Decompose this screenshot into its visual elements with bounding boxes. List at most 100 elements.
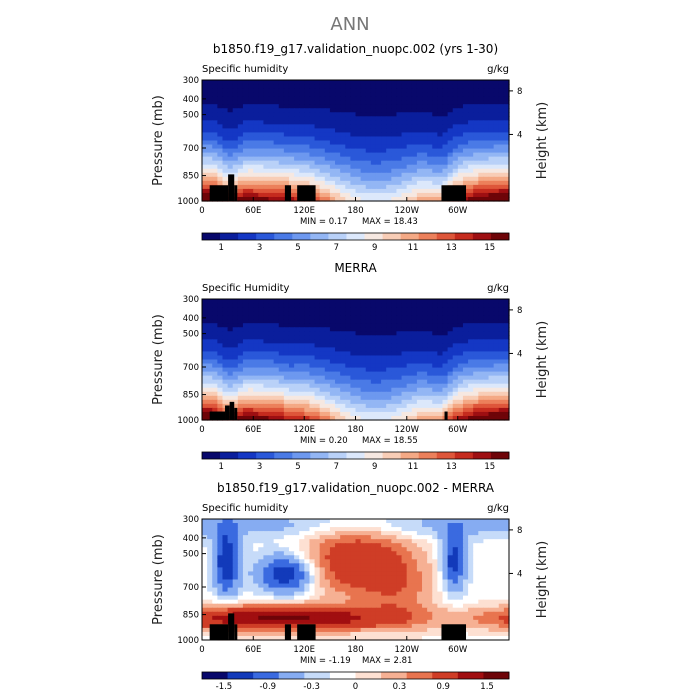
heatmap-cell <box>427 136 433 142</box>
heatmap-cell <box>411 387 418 393</box>
heatmap-cell <box>432 355 438 361</box>
heatmap-cell <box>237 104 244 109</box>
heatmap-cell <box>335 196 341 202</box>
heatmap-cell <box>401 519 408 524</box>
heatmap-cell <box>217 164 224 170</box>
heatmap-cell <box>370 363 377 369</box>
heatmap-cell <box>319 403 326 409</box>
heatmap-cell <box>401 583 408 589</box>
heatmap-cell <box>288 176 295 182</box>
heatmap-cell <box>468 335 474 340</box>
heatmap-cell <box>242 415 249 421</box>
heatmap-cell <box>462 80 469 85</box>
heatmap-cell <box>442 335 449 340</box>
heatmap-cell <box>319 363 326 369</box>
heatmap-cell <box>248 331 254 336</box>
heatmap-cell <box>493 567 500 573</box>
heatmap-cell <box>340 84 346 89</box>
heatmap-cell <box>319 140 326 146</box>
heatmap-cell <box>304 359 311 365</box>
heatmap-cell <box>416 535 423 540</box>
heatmap-cell <box>422 407 428 413</box>
heatmap-cell <box>212 587 218 593</box>
heatmap-cell <box>258 563 264 568</box>
heatmap-cell <box>242 140 249 146</box>
heatmap-cell <box>360 128 367 134</box>
heatmap-cell <box>437 128 444 134</box>
heatmap-cell <box>473 160 479 166</box>
heatmap-cell <box>381 311 387 316</box>
heatmap-cell <box>335 351 341 357</box>
heatmap-cell <box>473 144 479 150</box>
heatmap-cell <box>207 319 213 324</box>
heatmap-cell <box>401 559 408 564</box>
heatmap-cell <box>329 160 336 166</box>
heatmap-cell <box>248 108 254 113</box>
heatmap-cell <box>432 551 438 556</box>
heatmap-cell <box>202 527 208 532</box>
x-tick-label: 180 <box>347 425 363 435</box>
heatmap-cell <box>483 299 490 304</box>
heatmap-cell <box>232 591 239 597</box>
heatmap-cell <box>248 319 254 324</box>
heatmap-cell <box>335 188 341 194</box>
heatmap-cell <box>365 363 372 369</box>
heatmap-cell <box>319 180 326 186</box>
heatmap-cell <box>401 575 408 581</box>
heatmap-cell <box>503 387 510 393</box>
heatmap-cell <box>258 140 264 146</box>
heatmap-cell <box>447 136 454 142</box>
heatmap-cell <box>248 184 254 190</box>
heatmap-cell <box>375 383 382 389</box>
heatmap-cell <box>350 176 357 182</box>
heatmap-cell <box>299 164 305 170</box>
heatmap-cell <box>324 144 331 150</box>
heatmap-cell <box>375 136 382 142</box>
heatmap-cell <box>498 559 505 564</box>
heatmap-cell <box>473 591 479 597</box>
heatmap-cell <box>329 148 336 154</box>
heatmap-cell <box>355 371 362 377</box>
heatmap-cell <box>237 299 244 304</box>
heatmap-cell <box>304 156 311 162</box>
heatmap-cell <box>237 535 244 540</box>
heatmap-cell <box>493 152 500 158</box>
heatmap-cell <box>324 196 331 202</box>
heatmap-cell <box>447 140 454 146</box>
heatmap-cell <box>406 335 413 340</box>
x-tick-label: 60E <box>245 425 261 435</box>
heatmap-cell <box>442 391 449 397</box>
heatmap-cell <box>360 575 367 581</box>
heatmap-cell <box>319 343 326 348</box>
heatmap-cell <box>253 120 259 125</box>
heatmap-cell <box>278 160 285 166</box>
y-tick-label: 400 <box>183 95 199 105</box>
heatmap-cell <box>319 100 326 105</box>
heatmap-cell <box>212 180 218 186</box>
heatmap-cell <box>437 415 444 421</box>
heatmap-cell <box>396 128 403 134</box>
heatmap-cell <box>314 411 321 417</box>
heatmap-cell <box>283 599 290 605</box>
heatmap-cell <box>360 595 367 601</box>
heatmap-cell <box>258 104 264 109</box>
heatmap-cell <box>319 303 326 308</box>
heatmap-cell <box>447 363 454 369</box>
heatmap-cell <box>288 527 295 532</box>
heatmap-cell <box>442 595 449 601</box>
heatmap-cell <box>355 567 362 573</box>
heatmap-cell <box>462 343 469 348</box>
heatmap-cell <box>498 100 505 105</box>
heatmap-cell <box>365 375 372 381</box>
heatmap-cell <box>212 156 218 162</box>
heatmap-cell <box>324 407 331 413</box>
heatmap-cell <box>462 108 469 113</box>
heatmap-cell <box>319 351 326 357</box>
heatmap-cell <box>503 108 510 113</box>
heatmap-cell <box>447 311 454 316</box>
heatmap-cell <box>478 363 485 369</box>
heatmap-cell <box>452 375 459 381</box>
heatmap-cell <box>493 539 500 544</box>
heatmap-cell <box>370 579 377 585</box>
heatmap-cell <box>488 575 495 581</box>
